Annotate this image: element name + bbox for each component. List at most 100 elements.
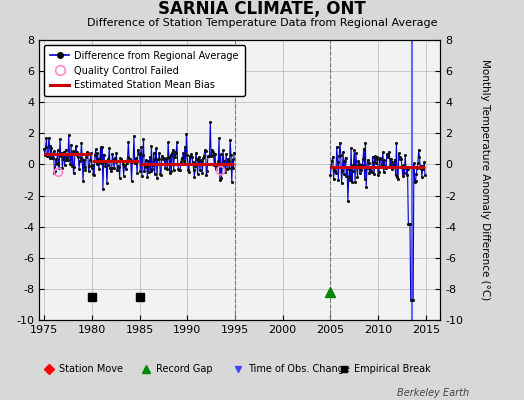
- Point: [105, 145, 114, 151]
- Point: [219, 147, 227, 154]
- Point: [77, 140, 85, 146]
- Point: [138, 152, 147, 158]
- Point: [151, 156, 160, 162]
- Point: [127, 178, 136, 184]
- Point: [379, 169, 388, 176]
- Point: [230, 150, 238, 156]
- Point: [69, 170, 78, 176]
- Point: [410, 178, 419, 185]
- Point: [375, 169, 383, 175]
- Point: [104, 162, 112, 168]
- Point: [129, 158, 137, 164]
- Point: [78, 156, 86, 163]
- Point: [221, 169, 229, 176]
- Point: [350, 147, 358, 154]
- Point: [166, 170, 174, 176]
- Point: [363, 164, 371, 171]
- Point: [193, 171, 202, 177]
- Point: [158, 155, 167, 162]
- Point: [87, 150, 95, 156]
- Point: [383, 151, 391, 157]
- Point: [108, 150, 117, 157]
- Point: [57, 150, 66, 156]
- Point: [224, 156, 232, 162]
- Point: [420, 159, 429, 166]
- Point: [145, 169, 153, 175]
- Point: [191, 163, 199, 169]
- Point: [365, 170, 374, 176]
- Point: [214, 157, 223, 164]
- Point: [327, 164, 335, 170]
- Point: [149, 161, 157, 168]
- Point: [402, 172, 411, 178]
- Point: [130, 133, 138, 140]
- Point: [218, 163, 226, 169]
- Point: [201, 148, 210, 154]
- Point: [91, 152, 99, 158]
- Point: [74, 154, 82, 160]
- Point: [84, 168, 93, 174]
- Point: [92, 146, 100, 152]
- Point: [406, 220, 414, 227]
- Point: [146, 168, 155, 174]
- Point: [212, 166, 220, 172]
- Point: [110, 165, 118, 172]
- Point: [202, 172, 211, 178]
- Point: [188, 153, 196, 160]
- Point: [227, 179, 236, 185]
- Point: [144, 158, 152, 164]
- Point: [155, 156, 163, 162]
- Point: [54, 169, 62, 176]
- Point: [109, 156, 117, 163]
- Point: [79, 178, 87, 184]
- Point: [399, 162, 408, 168]
- Point: [127, 159, 135, 165]
- Point: [119, 172, 128, 179]
- Point: [416, 154, 424, 160]
- Point: [345, 166, 354, 172]
- Point: [359, 156, 367, 162]
- Point: [203, 168, 211, 174]
- Point: [396, 156, 405, 162]
- Point: [133, 170, 141, 176]
- Point: [331, 168, 340, 174]
- Point: [341, 154, 350, 161]
- Point: [329, 153, 337, 160]
- Point: [208, 147, 216, 153]
- Point: [227, 152, 235, 158]
- Point: [353, 174, 362, 180]
- Point: [356, 162, 365, 168]
- Point: [333, 144, 341, 150]
- Point: [368, 154, 377, 160]
- Point: [186, 160, 194, 167]
- Point: [72, 143, 80, 149]
- Point: [118, 160, 127, 167]
- Point: [98, 144, 106, 150]
- Point: [361, 176, 369, 183]
- Point: [407, 296, 416, 303]
- Point: [107, 165, 116, 171]
- Point: [41, 144, 50, 150]
- Point: [409, 296, 417, 303]
- Point: [123, 160, 131, 166]
- Point: [103, 180, 111, 186]
- Point: [366, 165, 374, 172]
- Point: [212, 160, 221, 167]
- Point: [399, 172, 407, 179]
- Point: [223, 166, 231, 172]
- Point: [41, 152, 49, 158]
- Point: [335, 153, 343, 159]
- Point: [161, 156, 170, 162]
- Point: [150, 170, 159, 177]
- Point: [346, 176, 354, 183]
- Point: [390, 162, 398, 168]
- Point: [367, 168, 375, 174]
- Point: [382, 165, 390, 172]
- Legend: Difference from Regional Average, Quality Control Failed, Estimated Station Mean: Difference from Regional Average, Qualit…: [44, 45, 245, 96]
- Point: [206, 119, 214, 126]
- Point: [357, 167, 366, 173]
- Point: [381, 165, 389, 172]
- Point: [189, 167, 198, 173]
- Point: [418, 174, 426, 180]
- Point: [395, 150, 403, 156]
